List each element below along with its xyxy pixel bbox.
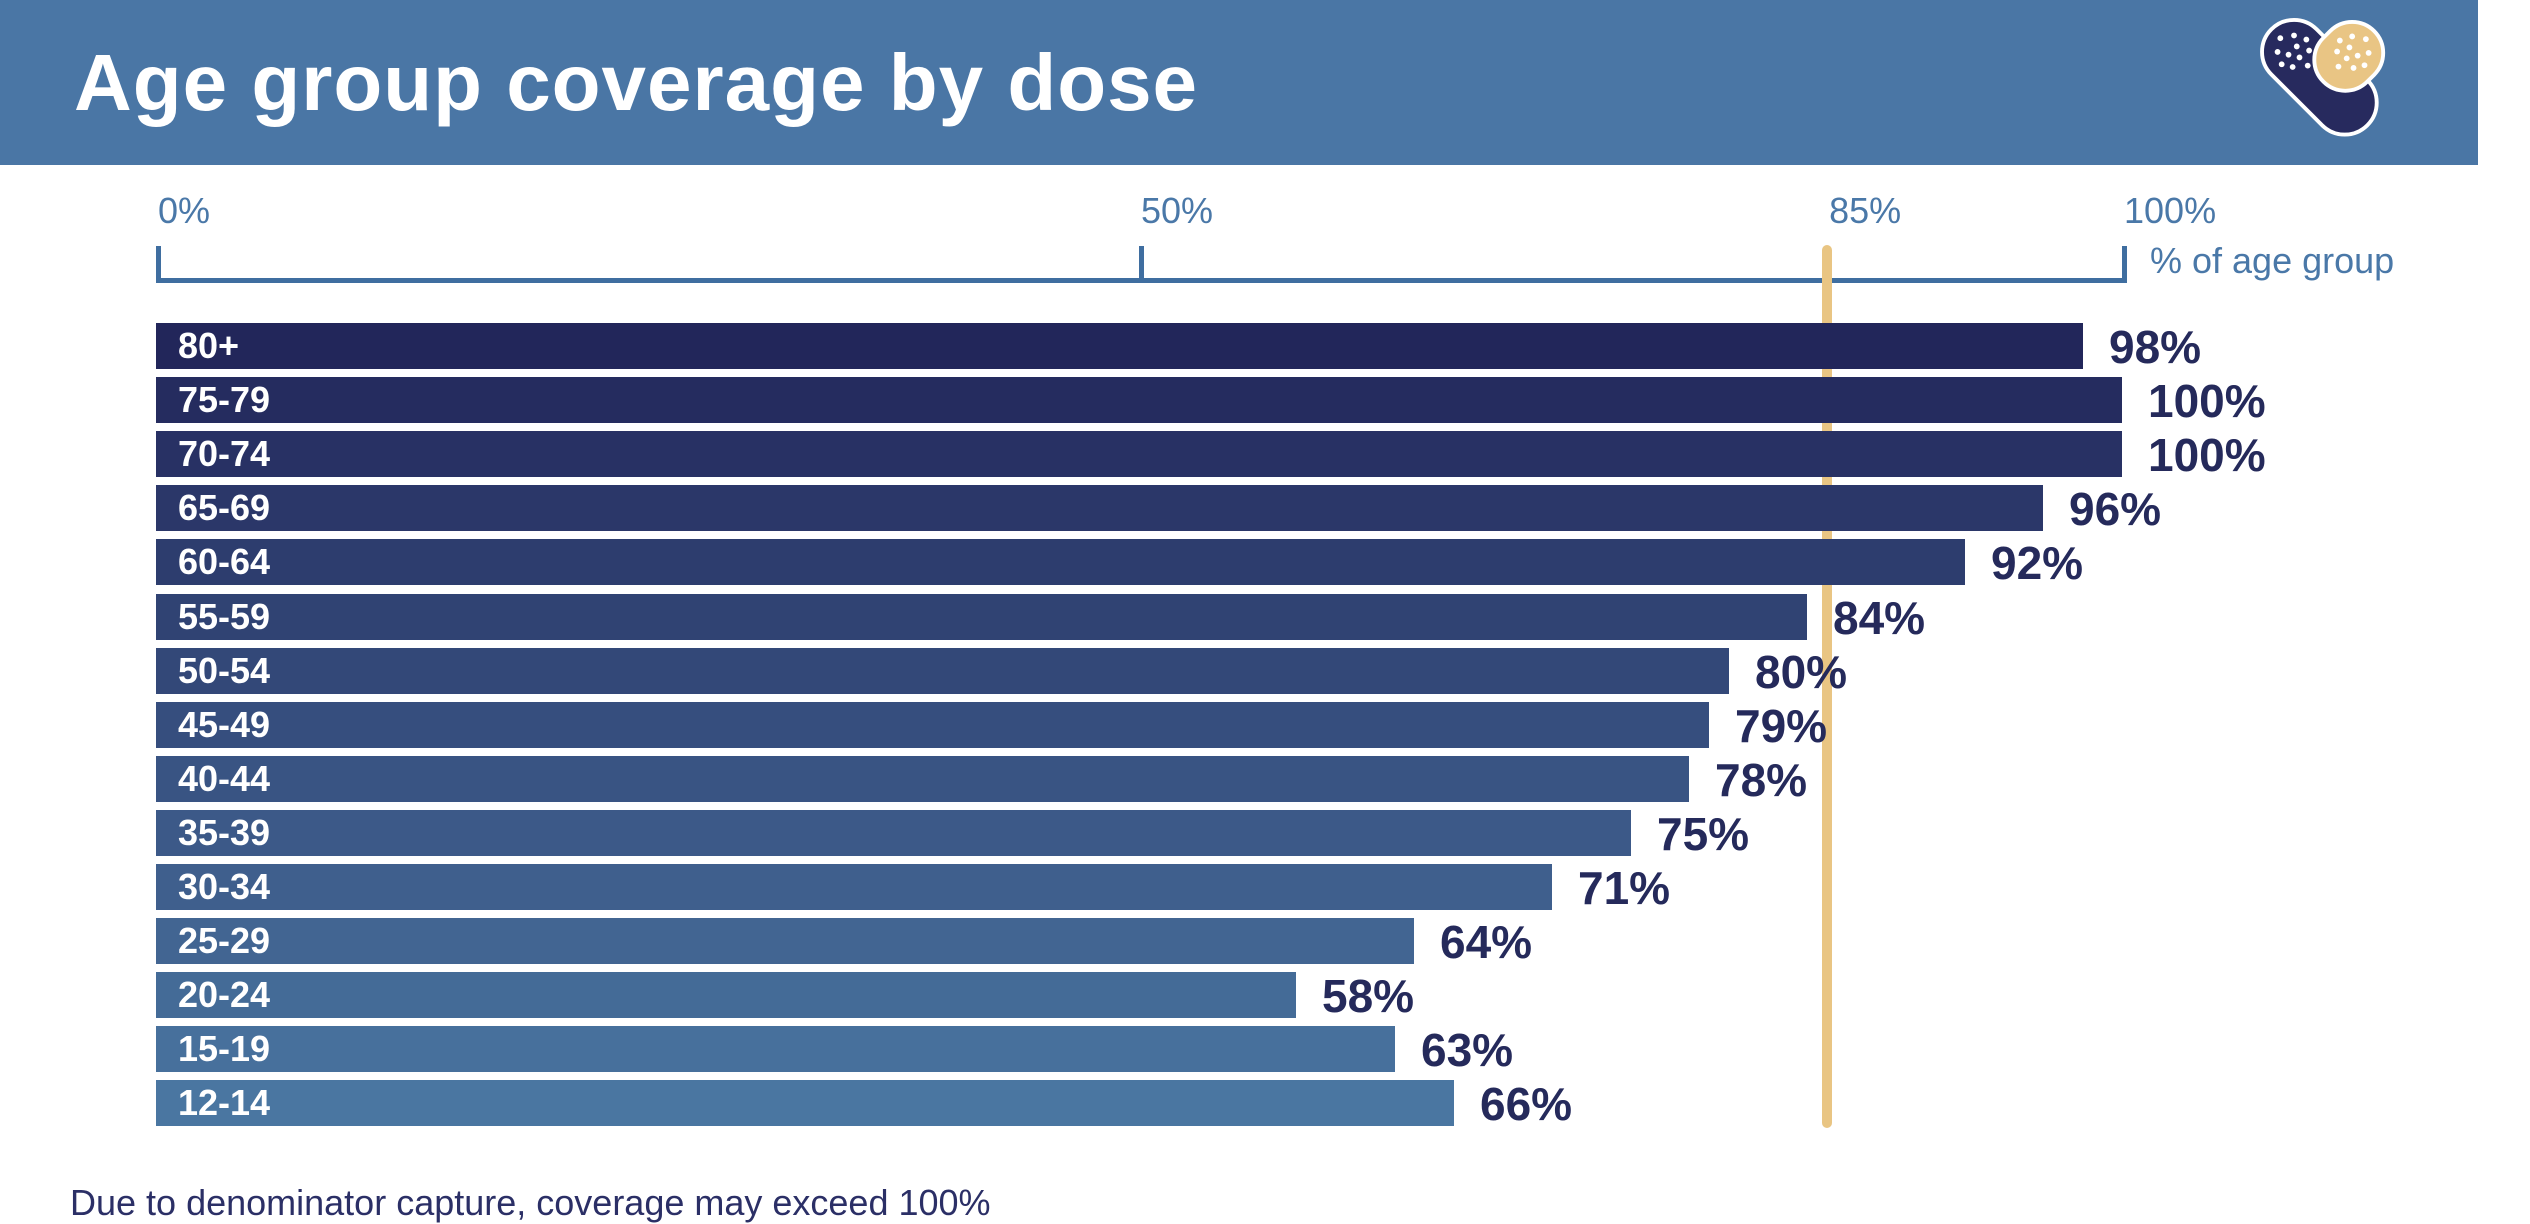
bar-row: 60-64 92% [156, 537, 2530, 589]
bar-value-label: 63% [1421, 1024, 1514, 1076]
bar-category-label: 30-34 [178, 866, 271, 907]
bar-value-label: 75% [1657, 808, 1750, 860]
bar: 35-39 [156, 810, 1631, 856]
bar-category-label: 20-24 [178, 974, 271, 1015]
bar-row: 50-54 80% [156, 646, 2530, 698]
bar-row: 25-29 64% [156, 916, 2530, 968]
bar-value-label: 71% [1578, 862, 1671, 914]
target-threshold-line [1822, 245, 1833, 1128]
bar-row: 45-49 79% [156, 700, 2530, 752]
axis-tick-mark [1139, 246, 1144, 283]
bar-value-label: 98% [2109, 321, 2202, 373]
bar-value-label: 64% [1440, 916, 1533, 968]
bar: 60-64 [156, 539, 1965, 585]
bar: 80+ [156, 323, 2083, 369]
bar-value-label: 100% [2148, 429, 2266, 481]
bar-row: 80+ 98% [156, 321, 2530, 373]
bar-row: 12-14 66% [156, 1078, 2530, 1130]
bar-row: 75-79 100% [156, 375, 2530, 427]
bar-value-label: 84% [1833, 592, 1926, 644]
bar-category-label: 12-14 [178, 1082, 271, 1123]
bar: 70-74 [156, 431, 2122, 477]
bar-row: 20-24 58% [156, 970, 2530, 1022]
bar-category-label: 75-79 [178, 379, 271, 420]
bar-value-label: 80% [1755, 646, 1848, 698]
bar-category-label: 80+ [178, 325, 240, 366]
bar-category-label: 55-59 [178, 596, 271, 637]
axis-tick-label: 100% [2124, 190, 2217, 231]
bar-value-label: 58% [1322, 970, 1415, 1022]
bar: 75-79 [156, 377, 2122, 423]
bar-value-label: 92% [1991, 537, 2084, 589]
bar: 50-54 [156, 648, 1729, 694]
bar-value-label: 96% [2069, 483, 2162, 535]
bar-value-label: 78% [1715, 754, 1808, 806]
bar-row: 55-59 84% [156, 592, 2530, 644]
bar-row: 65-69 96% [156, 483, 2530, 535]
bar-category-label: 70-74 [178, 433, 271, 474]
page-title: Age group coverage by dose [74, 37, 1199, 127]
bar-value-label: 66% [1480, 1078, 1573, 1130]
footnote: Due to denominator capture, coverage may… [70, 1182, 991, 1223]
axis-tick-mark [2122, 246, 2127, 283]
bar: 12-14 [156, 1080, 1454, 1126]
bar-category-label: 65-69 [178, 487, 271, 528]
bar-row: 35-39 75% [156, 808, 2530, 860]
bandaid-heart-logo-icon [2260, 18, 2386, 137]
bar: 40-44 [156, 756, 1689, 802]
axis-unit-label: % of age group [2150, 240, 2395, 281]
bar-category-label: 50-54 [178, 650, 271, 691]
bar: 30-34 [156, 864, 1552, 910]
bar-category-label: 25-29 [178, 920, 271, 961]
bar: 45-49 [156, 702, 1709, 748]
bar: 20-24 [156, 972, 1296, 1018]
bar-value-label: 100% [2148, 375, 2266, 427]
bar: 25-29 [156, 918, 1414, 964]
bar: 55-59 [156, 594, 1807, 640]
axis-tick-label: 50% [1141, 190, 1214, 231]
bar-row: 15-19 63% [156, 1024, 2530, 1076]
bar-category-label: 15-19 [178, 1028, 271, 1069]
axis-tick-mark [156, 246, 161, 283]
axis-tick-label: 85% [1829, 190, 1902, 231]
bar-category-label: 45-49 [178, 704, 271, 745]
bar: 65-69 [156, 485, 2043, 531]
bar-category-label: 60-64 [178, 541, 271, 582]
bar-row: 40-44 78% [156, 754, 2530, 806]
bar-row: 30-34 71% [156, 862, 2530, 914]
bar-category-label: 35-39 [178, 812, 271, 853]
bar-value-label: 79% [1735, 700, 1828, 752]
axis-tick-label: 0% [158, 190, 211, 231]
header: Age group coverage by dose [0, 0, 2478, 165]
bar-row: 70-74 100% [156, 429, 2530, 481]
bar-category-label: 40-44 [178, 758, 271, 799]
bar: 15-19 [156, 1026, 1395, 1072]
